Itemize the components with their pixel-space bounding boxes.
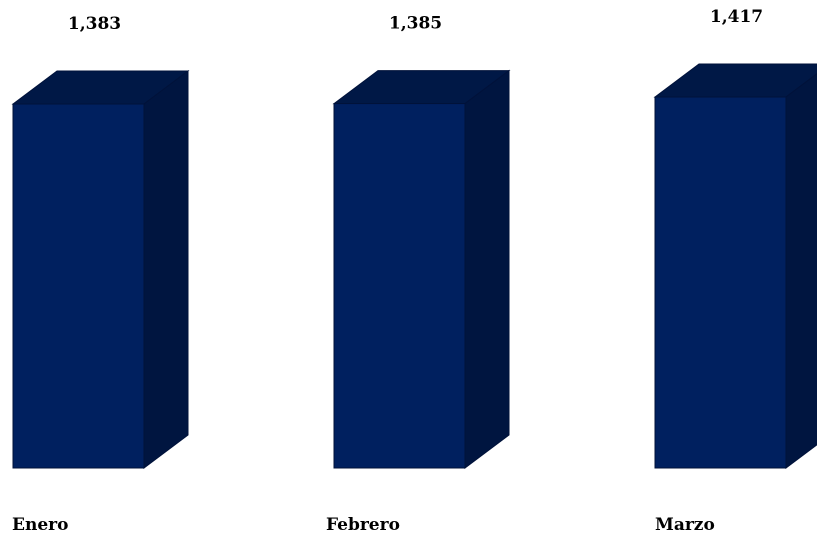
data-label: 1,417 xyxy=(710,7,763,27)
bar-front-face xyxy=(654,96,787,469)
data-label: 1,383 xyxy=(68,14,121,34)
bar-side-face xyxy=(785,73,817,469)
data-label: 1,385 xyxy=(389,14,442,34)
x-tick-label: Marzo xyxy=(655,515,715,535)
bar-marzo xyxy=(653,63,817,469)
x-tick-label: Enero xyxy=(12,515,68,535)
bar-front-face xyxy=(12,103,145,469)
bar-side-face xyxy=(464,69,510,469)
bar-front-face xyxy=(333,103,466,469)
bar-enero xyxy=(11,70,190,469)
x-tick-label: Febrero xyxy=(326,515,400,535)
bar-side-face xyxy=(143,70,189,469)
bar-febrero xyxy=(332,69,511,469)
